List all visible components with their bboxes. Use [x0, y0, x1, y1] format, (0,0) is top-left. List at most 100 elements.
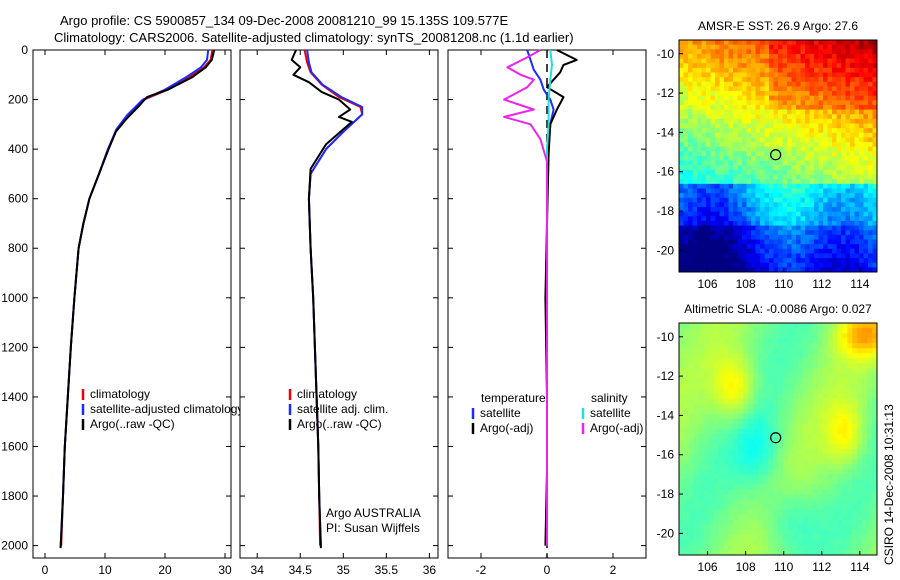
map-cell — [832, 72, 837, 78]
map-cell — [710, 53, 716, 59]
map-cell — [822, 353, 828, 359]
map-cell — [692, 40, 698, 46]
map-cell — [814, 258, 819, 264]
map-cell — [753, 489, 759, 495]
map-cell — [868, 248, 873, 254]
map-cell — [791, 72, 797, 78]
map-cell — [769, 142, 774, 148]
map-cell — [693, 383, 700, 389]
map-cell — [746, 244, 752, 250]
map-cell — [708, 504, 715, 511]
map-cell — [724, 174, 729, 180]
map-cell — [755, 193, 761, 199]
map-cell — [818, 169, 824, 175]
map-cell — [782, 494, 789, 500]
map-cell — [852, 544, 858, 551]
map-cell — [872, 262, 878, 268]
map-cell — [683, 132, 689, 138]
map-cell — [787, 499, 794, 505]
map-cell — [760, 53, 765, 59]
map-cell — [857, 338, 863, 344]
map-cell — [758, 544, 764, 551]
map-cell — [708, 529, 715, 536]
map-cell — [778, 519, 784, 526]
map-cell — [738, 504, 744, 511]
map-cell — [832, 86, 837, 92]
map-cell — [872, 514, 878, 521]
map-cell — [755, 183, 761, 189]
map-cell — [809, 160, 815, 166]
map-cell — [778, 95, 783, 101]
map-cell — [693, 328, 700, 334]
map-cell — [743, 413, 749, 420]
map-cell — [809, 220, 815, 226]
map-cell — [708, 328, 715, 334]
map-cell — [852, 323, 858, 329]
map-cell — [710, 91, 716, 97]
map-cell — [797, 529, 804, 536]
map-cell — [842, 423, 848, 430]
map-cell — [850, 197, 855, 203]
map-cell — [857, 504, 863, 511]
map-frame — [678, 322, 878, 556]
map-cell — [841, 211, 846, 217]
map-cell — [723, 504, 729, 511]
map-cell — [863, 128, 869, 134]
map-cell — [718, 323, 724, 329]
map-cell — [791, 128, 797, 134]
map-cell — [845, 44, 851, 50]
map-cell — [847, 373, 853, 379]
map-cell — [792, 363, 799, 369]
map-cell — [832, 248, 837, 254]
map-cell — [697, 142, 702, 148]
map-cell — [814, 95, 819, 101]
map-cell — [723, 534, 729, 541]
map-cell — [713, 449, 719, 455]
map-cell — [748, 494, 754, 500]
map-cell — [832, 373, 838, 379]
map-cell — [847, 388, 853, 395]
map-cell — [845, 95, 851, 101]
map-cell — [733, 146, 738, 152]
map-cell — [818, 118, 824, 124]
map-cell — [773, 58, 779, 64]
map-cell — [868, 165, 873, 171]
map-cell — [854, 234, 860, 240]
map-cell — [832, 549, 838, 556]
map-cell — [796, 95, 801, 101]
map-cell — [863, 188, 869, 194]
map-cell — [818, 253, 824, 259]
map-cell — [719, 188, 725, 194]
map-cell — [800, 95, 806, 101]
map-cell — [814, 58, 819, 64]
map-cell — [859, 262, 864, 268]
map-cell — [872, 323, 878, 329]
map-cell — [708, 368, 715, 374]
map-cell — [773, 489, 779, 495]
map-cell — [683, 248, 689, 254]
map-cell — [787, 403, 794, 410]
map-cell — [773, 534, 779, 541]
map-cell — [692, 104, 698, 110]
map-cell — [797, 439, 804, 445]
map-cell — [809, 53, 815, 59]
map-cell — [742, 160, 747, 166]
map-cell — [692, 58, 698, 64]
map-cell — [827, 343, 833, 349]
map-cell — [872, 220, 878, 226]
map-cell — [753, 328, 759, 334]
map-cell — [751, 169, 756, 175]
map-cell — [805, 165, 810, 171]
y-tick-label: 200 — [8, 93, 28, 107]
map-cell — [778, 499, 784, 505]
x-tick-label: 106 — [698, 560, 718, 574]
map-cell — [800, 118, 806, 124]
map-cell — [701, 104, 707, 110]
map-cell — [850, 118, 855, 124]
map-cell — [850, 100, 855, 106]
map-cell — [679, 333, 685, 339]
map-cell — [802, 398, 809, 405]
map-cell — [802, 524, 809, 531]
map-cell — [737, 202, 743, 208]
map-cell — [868, 109, 873, 115]
